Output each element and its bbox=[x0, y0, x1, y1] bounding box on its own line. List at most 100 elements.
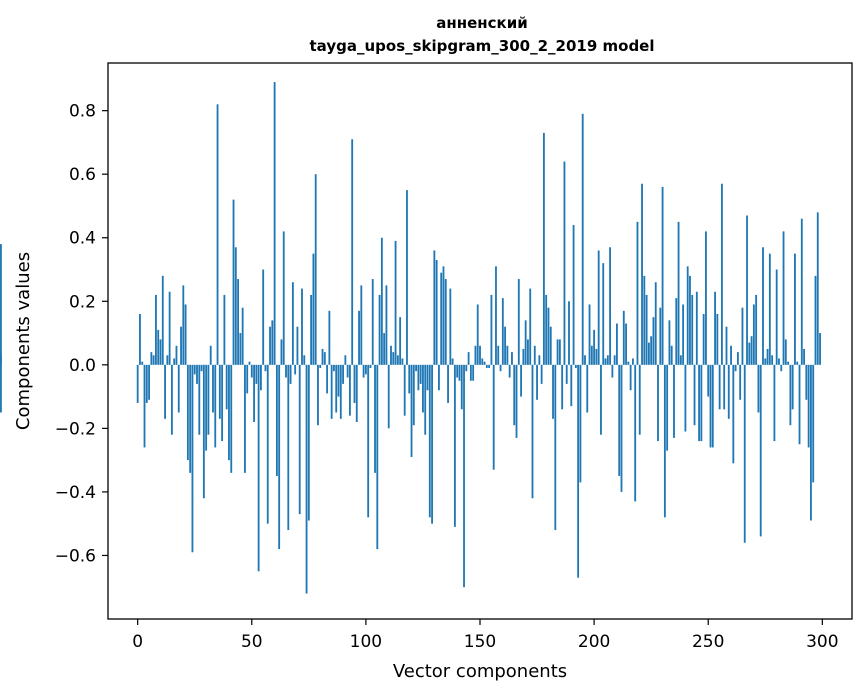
x-tick-label: 50 bbox=[241, 632, 263, 652]
x-tick-label: 150 bbox=[464, 632, 496, 652]
bar-66 bbox=[287, 364, 290, 531]
bar-188 bbox=[565, 364, 568, 384]
bar-183 bbox=[554, 364, 557, 531]
bar-98 bbox=[360, 285, 363, 365]
bar-260 bbox=[730, 345, 732, 365]
bar-141 bbox=[458, 364, 461, 381]
bar-241 bbox=[686, 266, 689, 365]
bar-65 bbox=[285, 364, 287, 378]
bar-9 bbox=[157, 329, 160, 365]
bar-253 bbox=[714, 291, 716, 365]
bar-150 bbox=[479, 345, 481, 365]
bar-247 bbox=[700, 364, 703, 442]
bar-135 bbox=[444, 279, 447, 365]
bar-269 bbox=[750, 336, 753, 365]
bar-44 bbox=[237, 279, 239, 365]
bar-127 bbox=[426, 364, 429, 391]
bar-10 bbox=[159, 339, 162, 365]
bar-206 bbox=[606, 355, 609, 365]
bar-151 bbox=[481, 358, 484, 365]
bar-64 bbox=[282, 231, 285, 365]
bar-152 bbox=[483, 361, 486, 365]
bar-149 bbox=[476, 304, 479, 365]
bar-100 bbox=[364, 364, 367, 375]
bar-133 bbox=[440, 272, 443, 365]
bar-166 bbox=[515, 364, 518, 438]
bar-256 bbox=[721, 183, 723, 365]
bar-212 bbox=[620, 364, 623, 492]
bar-3 bbox=[143, 364, 146, 448]
bar-68 bbox=[291, 282, 294, 365]
bar-123 bbox=[417, 364, 420, 391]
bar-126 bbox=[424, 364, 427, 435]
bar-217 bbox=[632, 358, 634, 365]
x-tick-label: 0 bbox=[132, 632, 143, 652]
bar-110 bbox=[387, 364, 390, 429]
bar-33 bbox=[212, 364, 214, 413]
bar-138 bbox=[451, 358, 454, 365]
bar-197 bbox=[586, 364, 589, 413]
bar-237 bbox=[677, 221, 680, 365]
bar-105 bbox=[376, 364, 379, 550]
bar-229 bbox=[659, 307, 662, 365]
bar-47 bbox=[244, 364, 246, 473]
bar-202 bbox=[597, 250, 600, 365]
bar-160 bbox=[501, 298, 504, 365]
bar-53 bbox=[257, 364, 260, 572]
bar-283 bbox=[782, 231, 785, 365]
bar-169 bbox=[522, 348, 525, 365]
bar-280 bbox=[775, 269, 778, 365]
bar-35 bbox=[216, 104, 219, 365]
bar-12 bbox=[164, 364, 166, 419]
bar-148 bbox=[474, 345, 477, 365]
bar-207 bbox=[609, 247, 611, 365]
bar-26 bbox=[196, 364, 198, 384]
bar-132 bbox=[438, 364, 440, 391]
bar-258 bbox=[725, 326, 728, 365]
plot-frame bbox=[107, 62, 853, 620]
bar-91 bbox=[344, 355, 347, 365]
bar-290 bbox=[798, 364, 801, 445]
bar-227 bbox=[654, 282, 657, 365]
bar-11 bbox=[161, 275, 164, 365]
bar-200 bbox=[593, 329, 596, 365]
bar-194 bbox=[579, 364, 582, 483]
bar-265 bbox=[741, 307, 744, 365]
bar-103 bbox=[371, 279, 374, 365]
bar-16 bbox=[173, 358, 176, 365]
bar-156 bbox=[492, 364, 495, 470]
bar-223 bbox=[645, 294, 648, 365]
bar-242 bbox=[689, 275, 691, 365]
bar-117 bbox=[403, 364, 406, 416]
bar-272 bbox=[757, 364, 760, 413]
bar-29 bbox=[202, 364, 205, 499]
bar-84 bbox=[328, 310, 331, 365]
bar-42 bbox=[232, 199, 235, 365]
bar-51 bbox=[253, 364, 255, 423]
y-axis-label: Components values bbox=[13, 252, 34, 430]
bar-2 bbox=[141, 361, 144, 365]
bar-299 bbox=[819, 333, 821, 365]
bar-79 bbox=[317, 364, 319, 426]
bar-196 bbox=[584, 355, 586, 365]
bar-161 bbox=[504, 326, 507, 365]
bar-210 bbox=[616, 323, 618, 365]
bar-162 bbox=[506, 345, 509, 365]
bar-228 bbox=[657, 364, 659, 442]
bar-286 bbox=[789, 364, 792, 426]
bar-263 bbox=[736, 352, 739, 365]
bar-235 bbox=[673, 364, 675, 438]
bar-86 bbox=[333, 364, 335, 372]
bar-120 bbox=[410, 364, 413, 457]
bar-92 bbox=[346, 364, 349, 378]
x-tick-label: 200 bbox=[578, 632, 610, 652]
bar-214 bbox=[625, 323, 627, 365]
bar-119 bbox=[408, 364, 411, 394]
bar-226 bbox=[652, 317, 655, 365]
y-tick-label: −0.6 bbox=[55, 546, 96, 566]
bar-201 bbox=[595, 348, 598, 365]
bar-4 bbox=[145, 364, 148, 403]
bar-233 bbox=[668, 320, 671, 365]
bar-99 bbox=[362, 364, 365, 378]
